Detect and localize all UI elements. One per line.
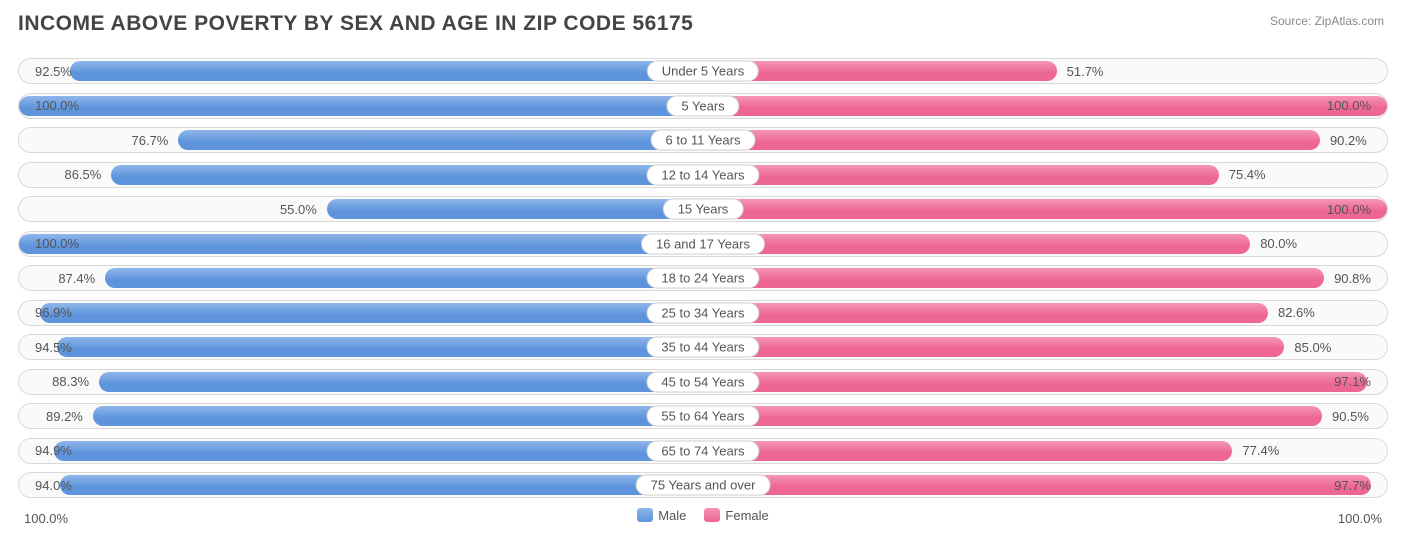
male-value: 96.9% — [25, 301, 82, 325]
chart-row: 94.9% 77.4% 65 to 74 Years — [18, 438, 1388, 464]
female-value: 80.0% — [1250, 232, 1307, 256]
male-bar — [105, 268, 703, 288]
female-bar — [703, 303, 1268, 323]
age-label: 18 to 24 Years — [646, 268, 759, 289]
female-bar — [703, 406, 1322, 426]
chart-row: 94.5% 85.0% 35 to 44 Years — [18, 334, 1388, 360]
female-value: 90.5% — [1322, 404, 1379, 428]
chart-row: 100.0% 80.0% 16 and 17 Years — [18, 231, 1388, 257]
male-value: 94.0% — [25, 473, 82, 497]
male-value: 87.4% — [48, 266, 105, 290]
female-value: 97.7% — [1324, 473, 1381, 497]
female-bar — [703, 475, 1371, 495]
female-value: 51.7% — [1057, 59, 1114, 83]
female-value: 90.2% — [1320, 128, 1377, 152]
age-label: Under 5 Years — [647, 61, 759, 82]
chart-row: 87.4% 90.8% 18 to 24 Years — [18, 265, 1388, 291]
male-value: 100.0% — [25, 94, 89, 118]
female-value: 75.4% — [1219, 163, 1276, 187]
chart-row: 89.2% 90.5% 55 to 64 Years — [18, 403, 1388, 429]
age-label: 65 to 74 Years — [646, 440, 759, 461]
male-value: 89.2% — [36, 404, 93, 428]
chart-row: 96.9% 82.6% 25 to 34 Years — [18, 300, 1388, 326]
male-bar — [70, 61, 703, 81]
female-bar — [703, 165, 1219, 185]
female-swatch — [704, 508, 720, 522]
age-label: 55 to 64 Years — [646, 406, 759, 427]
female-bar — [703, 234, 1250, 254]
female-bar — [703, 199, 1387, 219]
age-label: 15 Years — [663, 199, 744, 220]
male-bar — [93, 406, 703, 426]
male-value: 94.9% — [25, 439, 82, 463]
male-swatch — [637, 508, 653, 522]
age-label: 45 to 54 Years — [646, 371, 759, 392]
female-bar — [703, 96, 1387, 116]
female-bar — [703, 337, 1284, 357]
legend-male: Male — [637, 508, 686, 523]
legend: Male Female — [18, 508, 1388, 523]
female-value: 100.0% — [1317, 197, 1381, 221]
diverging-bar-chart: 92.5% 51.7% Under 5 Years 100.0% 100.0% 5 Yea… — [18, 58, 1388, 498]
chart-title: INCOME ABOVE POVERTY BY SEX AND AGE IN Z… — [18, 12, 1388, 36]
male-bar — [54, 441, 703, 461]
chart-row: 92.5% 51.7% Under 5 Years — [18, 58, 1388, 84]
source-attribution: Source: ZipAtlas.com — [1270, 14, 1384, 28]
chart-row: 94.0% 97.7% 75 Years and over — [18, 472, 1388, 498]
chart-row: 88.3% 97.1% 45 to 54 Years — [18, 369, 1388, 395]
male-value: 55.0% — [270, 197, 327, 221]
axis-right-label: 100.0% — [1338, 511, 1382, 526]
male-value: 100.0% — [25, 232, 89, 256]
male-value: 92.5% — [25, 59, 82, 83]
male-bar — [99, 372, 703, 392]
male-bar — [57, 337, 703, 357]
age-label: 75 Years and over — [636, 475, 771, 496]
chart-row: 100.0% 100.0% 5 Years — [18, 93, 1388, 119]
age-label: 5 Years — [666, 95, 739, 116]
age-label: 25 to 34 Years — [646, 302, 759, 323]
male-bar — [178, 130, 703, 150]
female-value: 85.0% — [1284, 335, 1341, 359]
chart-row: 86.5% 75.4% 12 to 14 Years — [18, 162, 1388, 188]
chart-row: 55.0% 100.0% 15 Years — [18, 196, 1388, 222]
female-value: 77.4% — [1232, 439, 1289, 463]
male-value: 94.5% — [25, 335, 82, 359]
female-bar — [703, 130, 1320, 150]
female-value: 97.1% — [1324, 370, 1381, 394]
male-bar — [111, 165, 703, 185]
male-bar — [19, 96, 703, 116]
legend-female: Female — [704, 508, 768, 523]
male-bar — [40, 303, 703, 323]
male-value: 88.3% — [42, 370, 99, 394]
age-label: 12 to 14 Years — [646, 164, 759, 185]
age-label: 35 to 44 Years — [646, 337, 759, 358]
chart-container: INCOME ABOVE POVERTY BY SEX AND AGE IN Z… — [0, 0, 1406, 559]
chart-row: 76.7% 90.2% 6 to 11 Years — [18, 127, 1388, 153]
female-value: 100.0% — [1317, 94, 1381, 118]
age-label: 16 and 17 Years — [641, 233, 765, 254]
female-bar — [703, 441, 1232, 461]
female-value: 90.8% — [1324, 266, 1381, 290]
age-label: 6 to 11 Years — [651, 130, 756, 151]
male-bar — [60, 475, 703, 495]
male-bar — [19, 234, 703, 254]
male-bar — [327, 199, 703, 219]
male-value: 86.5% — [54, 163, 111, 187]
axis-left-label: 100.0% — [24, 511, 68, 526]
male-value: 76.7% — [122, 128, 179, 152]
female-bar — [703, 372, 1367, 392]
female-bar — [703, 268, 1324, 288]
female-value: 82.6% — [1268, 301, 1325, 325]
